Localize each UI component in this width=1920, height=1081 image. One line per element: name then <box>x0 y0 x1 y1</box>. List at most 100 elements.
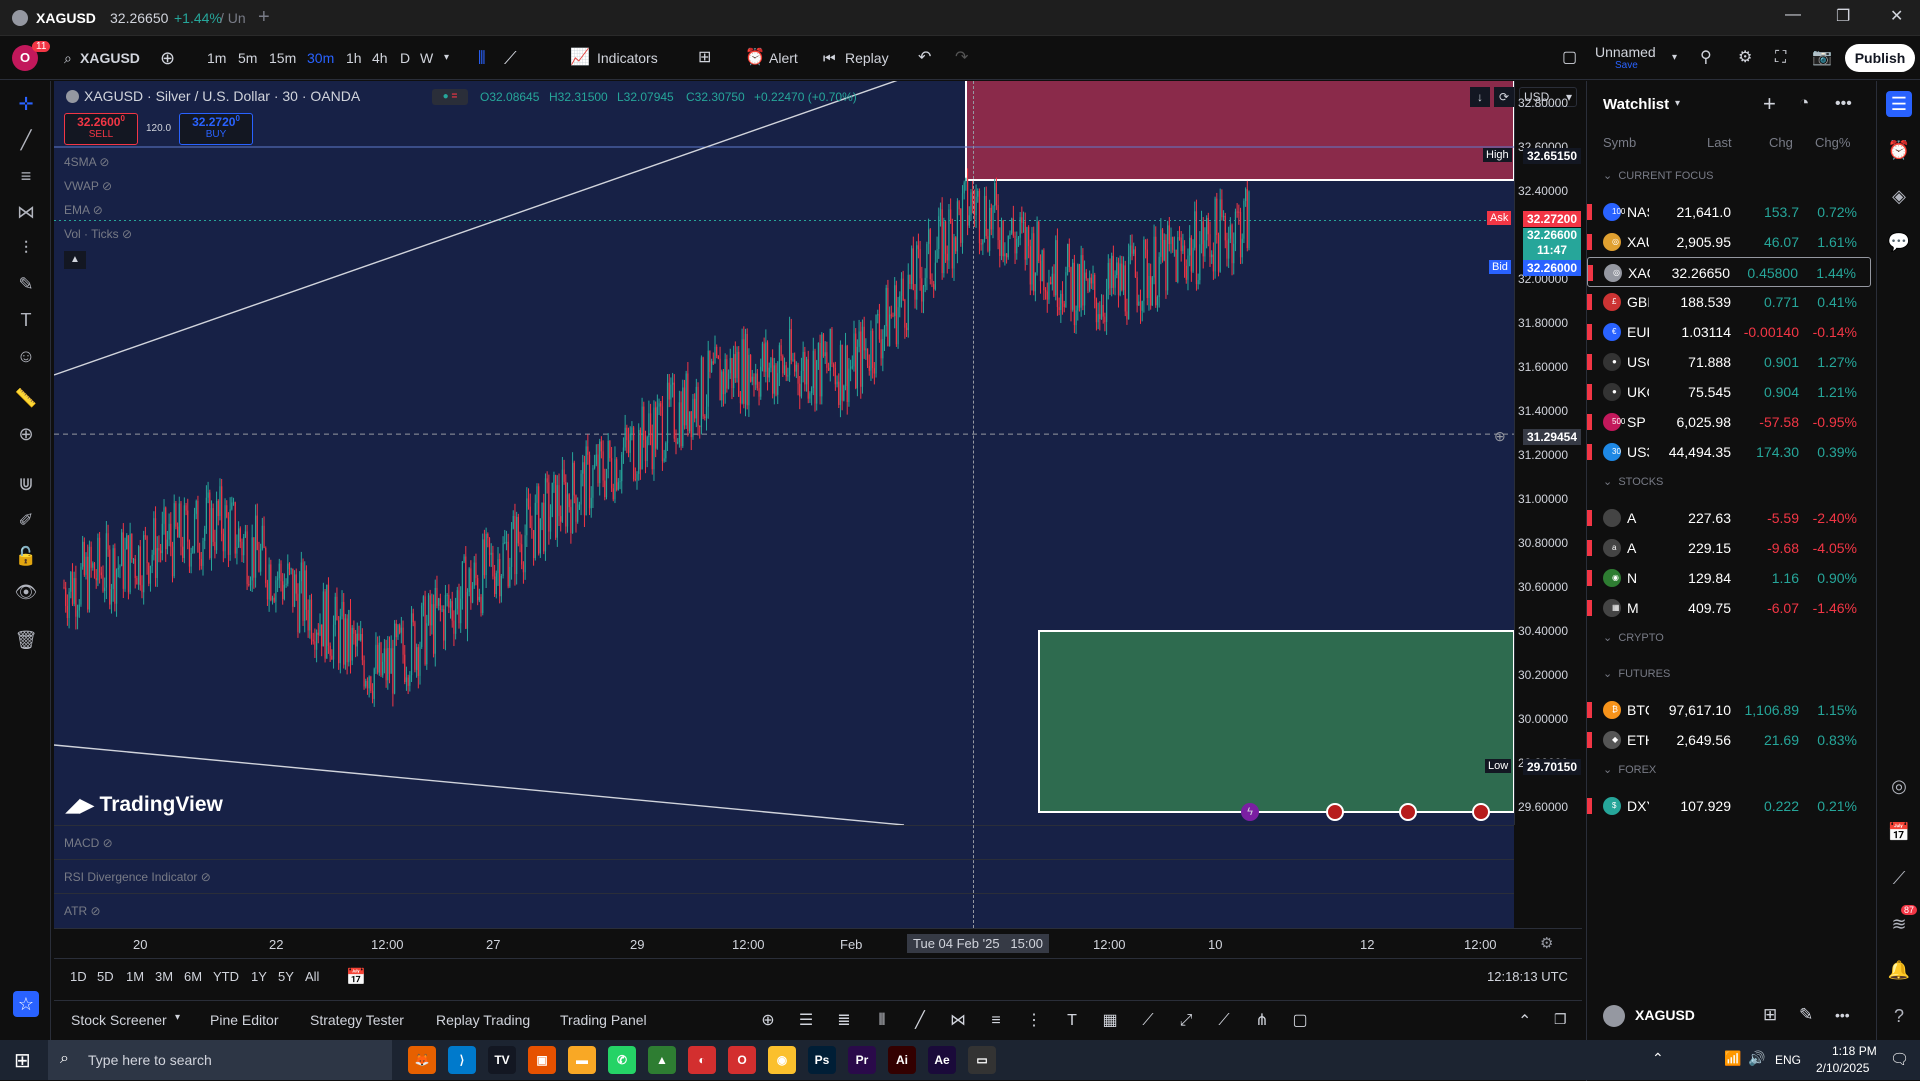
replay-button[interactable]: Replay <box>845 50 889 66</box>
flag-marker-icon[interactable] <box>1587 294 1592 310</box>
details-symbol[interactable]: XAGUSD <box>1635 1007 1695 1023</box>
price-scale[interactable]: USD ▾ 32.80000 32.60000 32.40000 32.00000 31… <box>1514 81 1582 825</box>
magnet-icon[interactable]: ⋓ <box>18 474 34 494</box>
chevron-down-icon[interactable]: ▾ <box>444 52 450 63</box>
illustrator-icon[interactable]: Ai <box>888 1046 916 1074</box>
macd-pane[interactable]: MACD ⊘ <box>54 825 1514 859</box>
drawing-shortcut-icon[interactable]: ⋮ <box>1026 1012 1042 1029</box>
tray-language[interactable]: ENG <box>1775 1053 1802 1067</box>
candles-chart-type-icon[interactable]: ⫴ <box>478 48 486 68</box>
range-1m[interactable]: 1M <box>126 969 145 984</box>
watchlist-row[interactable]: 100NAS 21,641.0 153.7 0.72% <box>1587 197 1871 227</box>
interval-15m[interactable]: 15m <box>269 50 297 66</box>
watchlist-row[interactable]: ◆ ETH 2,649.56 21.69 0.83% <box>1587 725 1871 755</box>
new-tab-icon[interactable]: + <box>258 6 270 28</box>
scroll-down-icon[interactable]: ↓ <box>1470 87 1490 107</box>
watchlist-row[interactable]: ₿ BTC 97,617.10 1,106.89 1.15% <box>1587 695 1871 725</box>
rsi-label[interactable]: RSI Divergence Indicator ⊘ <box>64 870 211 884</box>
watchlist-row[interactable]: £ GBI 188.539 0.771 0.41% <box>1587 287 1871 317</box>
drawing-shortcut-icon[interactable]: ▢ <box>1292 1012 1308 1029</box>
interval-30m[interactable]: 30m <box>307 50 335 66</box>
go-to-date-icon[interactable]: 📅 <box>346 969 366 986</box>
rsi-pane[interactable]: RSI Divergence Indicator ⊘ <box>54 859 1514 893</box>
watchlist-section-header[interactable]: ⌄ CRYPTO <box>1603 632 1664 644</box>
line-chart-type-icon[interactable]: ⟋ <box>504 48 517 68</box>
alert-button[interactable]: Alert <box>769 50 798 66</box>
close-icon[interactable]: ✕ <box>1890 8 1904 25</box>
atr-pane[interactable]: ATR ⊘ <box>54 893 1514 928</box>
compare-add-icon[interactable]: ⊕ <box>160 48 176 68</box>
terminal-icon[interactable]: ▭ <box>968 1046 996 1074</box>
event-icon-us-flag[interactable] <box>1399 803 1417 821</box>
zoom-in-icon[interactable]: ⊕ <box>18 424 34 444</box>
replay-icon[interactable]: ⏮ <box>823 50 836 66</box>
search-icon[interactable]: ⌕ <box>64 50 72 66</box>
tab-trading-panel[interactable]: Trading Panel <box>560 1012 647 1028</box>
flag-marker-icon[interactable] <box>1587 204 1592 220</box>
flag-marker-icon[interactable] <box>1587 384 1592 400</box>
streams-icon[interactable]: ≋ <box>1891 914 1907 934</box>
drawing-shortcut-icon[interactable]: ⋈ <box>950 1012 966 1029</box>
photoshop-icon[interactable]: Ps <box>808 1046 836 1074</box>
drawing-shortcut-icon[interactable]: ⋔ <box>1255 1012 1269 1029</box>
edit-icon[interactable]: ✎ <box>1799 1005 1814 1024</box>
drawing-shortcut-icon[interactable]: ≡ <box>991 1012 1001 1029</box>
flag-marker-icon[interactable] <box>1587 702 1592 718</box>
calendar-icon[interactable]: 📅 <box>1887 822 1911 842</box>
chevron-down-icon[interactable]: ▾ <box>1675 98 1681 109</box>
macd-label[interactable]: MACD ⊘ <box>64 836 113 850</box>
premiere-icon[interactable]: Pr <box>848 1046 876 1074</box>
windows-start-icon[interactable]: ⊞ <box>14 1050 31 1072</box>
timezone-settings-icon[interactable]: ⚙ <box>1540 935 1554 952</box>
tray-chevron-up-icon[interactable]: ⌃ <box>1652 1050 1664 1066</box>
drawing-shortcut-icon[interactable]: ⟋ <box>1218 1012 1230 1029</box>
chart-pane[interactable]: XAGUSD · Silver / U.S. Dollar · 30 · OAN… <box>54 81 1514 825</box>
layout-grid-icon[interactable]: ⊞ <box>1763 1005 1778 1024</box>
tab-stock-screener[interactable]: Stock Screener <box>71 1012 167 1028</box>
flag-marker-icon[interactable] <box>1588 265 1593 281</box>
drawing-shortcut-icon[interactable]: ⊕ <box>761 1012 775 1029</box>
layout-name[interactable]: Unnamed <box>1595 44 1656 60</box>
settings-gear-icon[interactable]: ⚙ <box>1738 49 1753 66</box>
study-volume[interactable]: Vol · Ticks ⊘ <box>64 227 133 241</box>
crosshair-icon[interactable]: ✛ <box>18 94 34 114</box>
app-icon[interactable]: ▲ <box>648 1046 676 1074</box>
emoji-tool-icon[interactable]: ☺ <box>16 346 36 366</box>
interval-d[interactable]: D <box>400 50 411 66</box>
quick-search-icon[interactable]: ⚲ <box>1700 49 1712 66</box>
flag-marker-icon[interactable] <box>1587 354 1592 370</box>
col-chg[interactable]: Chg <box>1769 135 1793 150</box>
tab-pine-editor[interactable]: Pine Editor <box>210 1012 279 1028</box>
browser-firefox-icon[interactable]: 🦊 <box>408 1046 436 1074</box>
watchlist-section-header[interactable]: ⌄ FUTURES <box>1603 668 1671 680</box>
chrome-icon[interactable]: ◉ <box>768 1046 796 1074</box>
indicators-icon[interactable]: 📈 <box>570 49 590 66</box>
watchlist-icon[interactable]: ☰ <box>1886 91 1912 117</box>
trendline-tool-icon[interactable]: ╱ <box>20 130 32 150</box>
interval-4h[interactable]: 4h <box>372 50 388 66</box>
layout-toggle-icon[interactable]: ▢ <box>1562 49 1578 66</box>
action-center-icon[interactable]: 🗨 <box>1890 1051 1910 1068</box>
layers-icon[interactable]: ◈ <box>1892 186 1906 206</box>
study-4sma[interactable]: 4SMA ⊘ <box>64 155 110 169</box>
help-icon[interactable]: ? <box>1893 1006 1904 1026</box>
whatsapp-icon[interactable]: ✆ <box>608 1046 636 1074</box>
col-last[interactable]: Last <box>1707 135 1732 150</box>
bell-icon[interactable]: 🔔 <box>1887 960 1911 980</box>
more-options-icon[interactable]: ••• <box>1835 95 1852 112</box>
col-chg-pct[interactable]: Chg% <box>1815 135 1851 150</box>
range-6m[interactable]: 6M <box>184 969 203 984</box>
drawing-shortcut-icon[interactable]: ╱ <box>915 1012 925 1029</box>
drawing-shortcut-icon[interactable]: ☰ <box>798 1012 814 1029</box>
sell-button[interactable]: 32.26000 SELL <box>64 113 138 145</box>
target-icon[interactable]: ◎ <box>1891 776 1907 796</box>
watchlist-row[interactable]: ◉ N 129.84 1.16 0.90% <box>1587 563 1871 593</box>
event-icon-us-flag[interactable] <box>1472 803 1490 821</box>
range-ytd[interactable]: YTD <box>213 969 239 984</box>
buy-button[interactable]: 32.27200 BUY <box>179 113 253 145</box>
interval-1m[interactable]: 1m <box>207 50 227 66</box>
watchlist-row[interactable]: ◎ XAG 32.26650 0.45800 1.44% <box>1587 257 1871 287</box>
flag-marker-icon[interactable] <box>1587 510 1592 526</box>
alerts-clock-icon[interactable]: ⏰ <box>1887 140 1911 160</box>
atr-label[interactable]: ATR ⊘ <box>64 904 101 918</box>
